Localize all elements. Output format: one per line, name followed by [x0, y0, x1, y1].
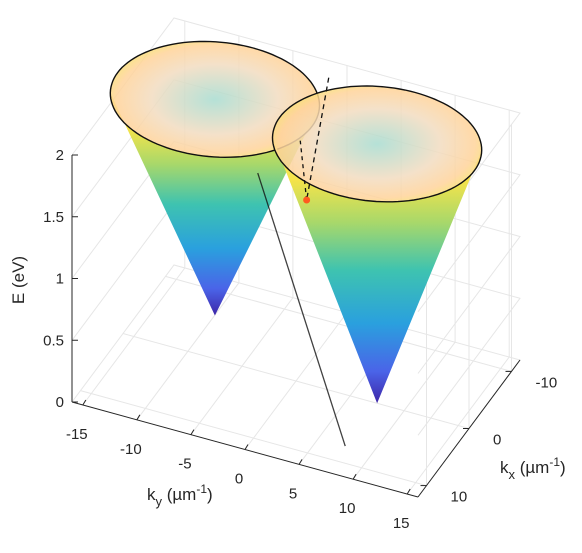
intersection-point-marker [303, 196, 311, 204]
y-axis-label: ky (µm-1) [147, 482, 213, 509]
intersection-curve-back [299, 140, 308, 201]
cones [109, 40, 483, 447]
cone-2-rim [271, 85, 483, 203]
x-tick-label: 0 [493, 432, 501, 449]
y-tick-mark [298, 459, 303, 465]
y-tick-label: -5 [178, 456, 191, 473]
y-tick-mark [244, 444, 249, 450]
y-tick-label: 15 [393, 515, 410, 532]
z-tick-label: 0.5 [43, 332, 64, 349]
z-tick-label: 0 [56, 394, 64, 411]
x-ticks: -10 0 10 [420, 370, 558, 506]
x-axis-label: kx (µm-1) [500, 455, 566, 482]
y-ticks: -15 -10 -5 0 5 10 15 [66, 399, 411, 532]
intersection-curve-back [305, 77, 330, 201]
y-tick-label: -15 [66, 426, 88, 443]
y-tick-label: 5 [289, 485, 297, 502]
z-ticks: 0 0.5 1 1.5 2 [43, 147, 78, 411]
y-tick-mark [190, 429, 195, 435]
x-tick-label: -10 [536, 374, 558, 391]
y-tick-mark [136, 414, 141, 421]
z-axis-label: E (eV) [9, 256, 28, 304]
z-tick-label: 1 [56, 271, 64, 288]
cone-1-surface [110, 92, 320, 316]
z-tick-label: 1.5 [43, 209, 64, 226]
cone-2-surface [272, 137, 482, 404]
intersection-curve-front [257, 172, 346, 447]
y-tick-mark [82, 399, 87, 406]
y-tick-label: 0 [235, 471, 243, 488]
z-tick-label: 2 [56, 147, 64, 164]
grid-line [71, 202, 521, 436]
y-tick-mark [406, 488, 411, 495]
y-tick-label: -10 [120, 441, 142, 458]
x-tick-label: 10 [451, 489, 468, 506]
y-tick-mark [352, 473, 357, 480]
y-tick-label: 10 [339, 500, 356, 517]
